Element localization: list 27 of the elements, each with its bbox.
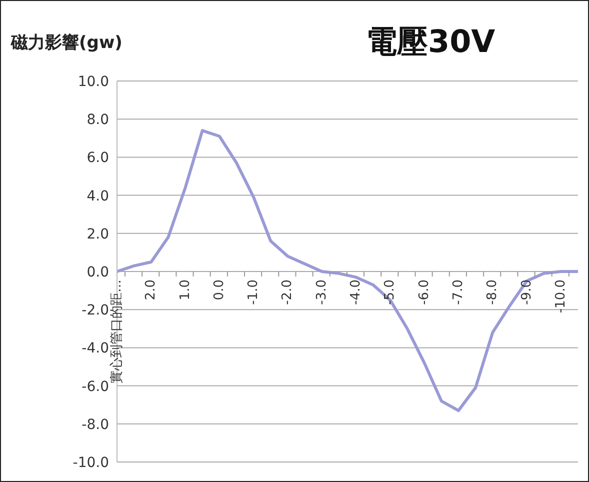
x-tick-label: -6.0	[416, 280, 432, 305]
y-tick-label: 2.0	[86, 226, 109, 242]
x-tick-label: 0.0	[212, 280, 227, 300]
y-tick-label: -4.0	[82, 340, 109, 357]
y-tick-label: -2.0	[82, 302, 109, 319]
x-tick-label: -2.0	[280, 280, 296, 305]
x-tick-label: -10.0	[553, 280, 568, 314]
y-axis-title: 磁力影響(gw)	[11, 32, 122, 54]
x-tick-label: 2.0	[144, 280, 159, 300]
x-tick-label: -8.0	[485, 280, 500, 305]
y-tick-label: 4.0	[86, 188, 109, 204]
x-tick-label: 實心到管口的距…	[108, 280, 124, 384]
y-tick-label: 10.0	[78, 74, 109, 90]
y-tick-label: -8.0	[82, 416, 109, 433]
x-tick-label: -3.0	[314, 280, 330, 305]
x-tick-label: 1.0	[178, 280, 193, 300]
y-tick-label: 6.0	[86, 150, 109, 166]
x-tick-label: -4.0	[348, 280, 364, 305]
x-tick-label: -1.0	[246, 280, 262, 305]
chart-title: 電壓30V	[366, 23, 496, 62]
x-tick-label: -9.0	[519, 280, 534, 305]
y-tick-label: 8.0	[86, 112, 109, 128]
y-tick-label: -6.0	[82, 378, 109, 395]
y-tick-label: 0.0	[86, 264, 109, 280]
x-tick-label: -7.0	[450, 280, 466, 305]
x-tick-label: -5.0	[382, 280, 398, 305]
y-tick-label: -10.0	[72, 454, 109, 471]
